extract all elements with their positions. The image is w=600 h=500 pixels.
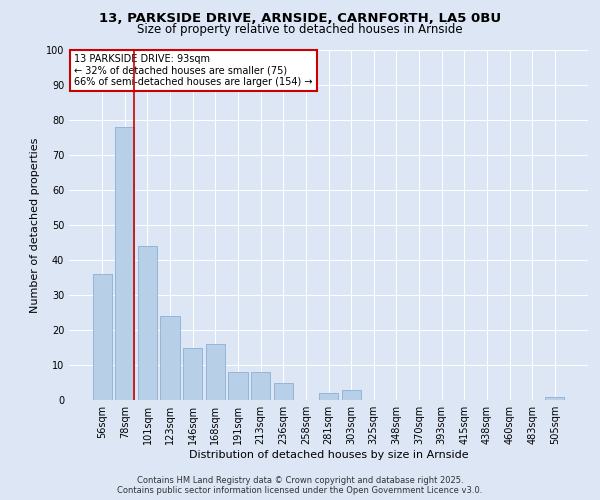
Bar bbox=[274, 382, 293, 400]
Bar bbox=[138, 246, 157, 400]
Bar bbox=[206, 344, 225, 400]
Bar bbox=[115, 127, 134, 400]
Bar bbox=[92, 274, 112, 400]
Bar bbox=[319, 393, 338, 400]
Text: Contains HM Land Registry data © Crown copyright and database right 2025.
Contai: Contains HM Land Registry data © Crown c… bbox=[118, 476, 482, 495]
Bar bbox=[229, 372, 248, 400]
Text: 13 PARKSIDE DRIVE: 93sqm
← 32% of detached houses are smaller (75)
66% of semi-d: 13 PARKSIDE DRIVE: 93sqm ← 32% of detach… bbox=[74, 54, 313, 86]
Bar bbox=[160, 316, 180, 400]
Bar bbox=[545, 396, 565, 400]
Bar bbox=[341, 390, 361, 400]
Y-axis label: Number of detached properties: Number of detached properties bbox=[30, 138, 40, 312]
Bar bbox=[183, 348, 202, 400]
Text: Size of property relative to detached houses in Arnside: Size of property relative to detached ho… bbox=[137, 22, 463, 36]
Bar bbox=[251, 372, 270, 400]
X-axis label: Distribution of detached houses by size in Arnside: Distribution of detached houses by size … bbox=[188, 450, 469, 460]
Text: 13, PARKSIDE DRIVE, ARNSIDE, CARNFORTH, LA5 0BU: 13, PARKSIDE DRIVE, ARNSIDE, CARNFORTH, … bbox=[99, 12, 501, 26]
